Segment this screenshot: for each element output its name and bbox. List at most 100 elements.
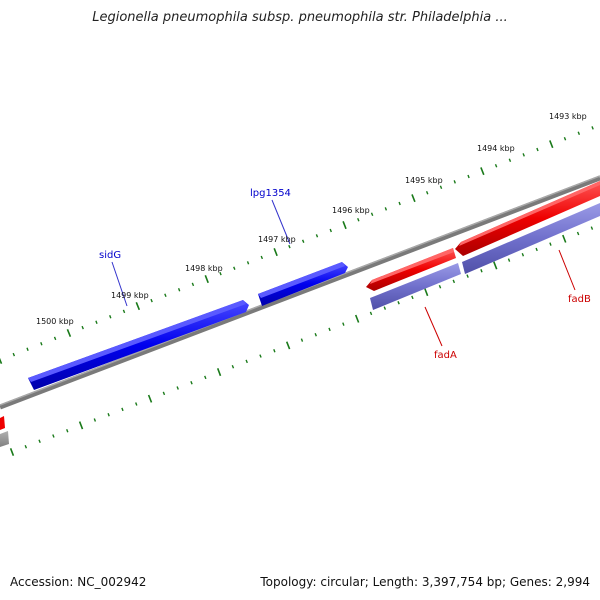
outer-scale-major-tick [204,275,209,284]
inner-scale-minor-tick [507,258,511,262]
gene-fadA[interactable] [366,248,456,291]
inner-scale-minor-tick [549,242,552,246]
inner-scale-major-tick [354,314,360,323]
inner-scale-minor-tick [466,274,469,278]
inner-scale-minor-tick [590,226,594,230]
accession-label: Accession: NC_002942 [10,575,147,589]
inner-scale-minor-tick [369,311,373,316]
partial-red-feature [0,416,5,430]
outer-scale-minor-tick [536,147,539,152]
gene-fadB[interactable] [455,181,600,256]
gene-fadA-secondary[interactable] [370,263,461,310]
outer-scale-major-tick [342,221,347,230]
outer-scale-minor-tick [384,207,388,211]
outer-scale-minor-tick [109,315,112,319]
inner-scale-minor-tick [452,279,456,284]
inner-scale-minor-tick [273,348,276,353]
inner-scale-major-tick [562,234,567,243]
inner-scale-minor-tick [176,386,179,390]
outer-scale-minor-tick [122,309,126,314]
outer-scale-minor-tick [329,228,332,233]
outer-scale-minor-tick [81,325,84,330]
outer-scale-minor-tick [40,342,43,346]
inner-scale-minor-tick [342,322,345,326]
inner-scale-minor-tick [204,375,207,380]
outer-scale-minor-tick [577,131,581,136]
lpg1354-leader [271,199,291,245]
inner-scale-minor-tick [231,364,235,369]
tick-label-1494: 1494 kbp [477,144,515,153]
outer-scale-minor-tick [522,153,525,157]
gene-fadB-secondary[interactable] [462,203,600,274]
inner-scale-minor-tick [38,439,41,444]
inner-scale-ring [9,226,594,456]
inner-scale-minor-tick [259,354,262,358]
tick-label-1495: 1495 kbp [405,176,443,185]
outer-scale-major-tick [66,328,72,338]
inner-scale-minor-tick [328,327,331,332]
outer-scale-minor-tick [12,352,16,357]
sidG-leader [111,261,128,307]
outer-scale-minor-tick [191,282,195,287]
inner-scale-major-tick [147,394,153,403]
outer-scale-minor-tick [53,336,57,341]
gene-lpg1354[interactable] [258,262,348,306]
outer-scale-major-tick [273,248,278,257]
outer-scale-minor-tick [439,185,443,190]
outer-scale-minor-tick [508,158,512,163]
outer-scale-minor-tick [425,190,429,195]
inner-scale-major-tick [9,448,15,456]
inner-scale-minor-tick [93,418,97,422]
outer-scale-ring [0,126,594,365]
outer-scale-minor-tick [26,347,29,351]
inner-scale-minor-tick [135,402,138,406]
tick-label-1498: 1498 kbp [185,264,223,273]
inner-scale-major-tick [285,341,291,350]
inner-scale-minor-tick [535,247,538,252]
inner-scale-minor-tick [411,295,414,300]
outer-scale-minor-tick [150,298,153,303]
inner-scale-minor-tick [300,338,304,342]
inner-scale-minor-tick [190,380,193,385]
inner-scale-minor-tick [314,332,317,337]
outer-scale-minor-tick [177,288,181,292]
inner-scale-major-tick [424,288,429,297]
outer-scale-minor-tick [370,212,374,217]
gene-label-lpg1354[interactable]: lpg1354 [250,188,291,199]
outer-scale-minor-tick [563,136,567,141]
outer-scale-minor-tick [357,217,360,222]
outer-scale-minor-tick [95,320,98,324]
fadA-leader [424,306,443,347]
outer-scale-minor-tick [164,293,167,297]
outer-scale-minor-tick [591,126,594,130]
inner-scale-minor-tick [480,269,483,273]
inner-scale-minor-tick [397,301,400,305]
gene-label-sidG[interactable]: sidG [99,250,121,261]
outer-scale-minor-tick [398,201,401,206]
outer-scale-minor-tick [301,239,305,243]
outer-scale-minor-tick [288,244,291,249]
tick-label-1493: 1493 kbp [549,112,587,121]
outer-scale-minor-tick [233,266,236,270]
inner-scale-major-tick [78,421,84,430]
outer-scale-major-tick [549,140,554,149]
outer-scale-minor-tick [494,163,498,168]
gene-label-fadB[interactable]: fadB [568,294,591,305]
gene-sidG[interactable] [28,300,249,390]
map-title: Legionella pneumophila subsp. pneumophil… [92,10,508,25]
outer-scale-major-tick [135,302,141,311]
outer-scale-minor-tick [219,271,222,276]
inner-scale-minor-tick [52,434,55,438]
inner-scale-minor-tick [121,407,124,412]
gene-label-fadA[interactable]: fadA [434,350,457,361]
inner-scale-minor-tick [66,428,69,433]
tick-label-1496: 1496 kbp [332,206,370,215]
genome-summary: Topology: circular; Length: 3,397,754 bp… [260,575,590,589]
inner-scale-major-tick [216,368,222,377]
outer-scale-minor-tick [260,255,264,260]
inner-scale-minor-tick [107,412,110,417]
tick-label-1497: 1497 kbp [258,235,296,244]
tick-label-1499: 1499 kbp [111,291,149,300]
inner-scale-minor-tick [383,306,387,310]
